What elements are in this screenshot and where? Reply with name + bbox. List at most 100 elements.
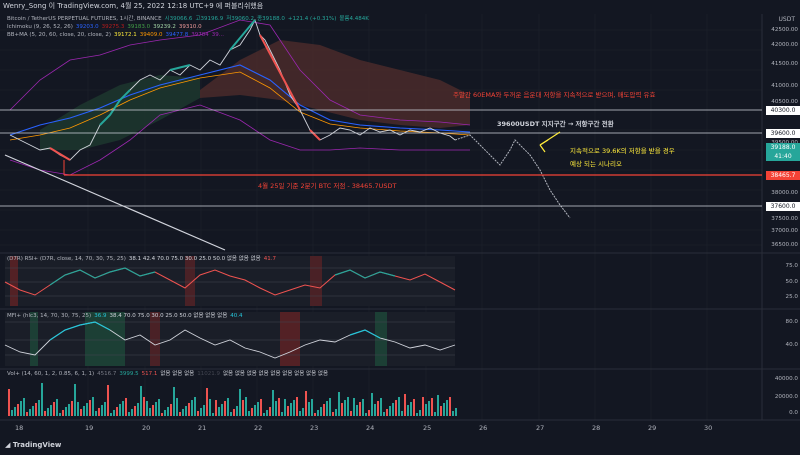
- price-mark-label: 40300.0: [766, 106, 800, 115]
- mfi-axis-label: 80.0: [785, 319, 798, 325]
- volume-bar: [377, 401, 379, 416]
- volume-bar: [47, 408, 49, 416]
- volume-bar: [56, 399, 58, 416]
- volume-bar: [320, 407, 322, 416]
- volume-pane: [8, 383, 457, 416]
- volume-bar: [71, 401, 73, 416]
- volume-bar: [395, 400, 397, 416]
- volume-bar: [161, 413, 163, 416]
- volume-bar: [83, 406, 85, 416]
- volume-bar: [347, 397, 349, 416]
- volume-bar: [107, 385, 109, 416]
- horizontal-levels[interactable]: [0, 109, 762, 207]
- volume-bar: [386, 409, 388, 416]
- bb-legend[interactable]: BB+MA (5, 20, 60, close, 20, close, 2) 39…: [7, 32, 227, 39]
- volume-bar: [113, 410, 115, 416]
- ichimoku-legend-value: 39239.2: [153, 24, 176, 30]
- currency-label: USDT: [778, 16, 796, 23]
- volume-bar: [410, 402, 412, 416]
- main-legend-value: 볼륨4.484K: [339, 16, 369, 22]
- volume-bar: [125, 398, 127, 416]
- volume-bar: [44, 411, 46, 416]
- price-mark-label: 38465.7: [766, 171, 800, 180]
- price-mark-label: 39188.0: [766, 143, 800, 152]
- rsi-axis-label: 50.0: [785, 279, 798, 285]
- volume-bar: [218, 407, 220, 416]
- date-label: 26: [479, 424, 488, 432]
- volume-bar: [197, 411, 199, 416]
- volume-bar: [62, 410, 64, 416]
- volume-bar: [431, 398, 433, 416]
- volume-bar: [365, 413, 367, 416]
- main-legend-value: 고39196.9: [195, 16, 224, 22]
- vol-legend-value: 없음 없음 없음: [160, 371, 195, 377]
- volume-bar: [182, 409, 184, 416]
- volume-bar: [20, 401, 22, 416]
- rsi-axis-label: 75.0: [785, 263, 798, 269]
- volume-bar: [104, 402, 106, 416]
- date-label: 23: [310, 424, 319, 432]
- volume-bar: [419, 410, 421, 416]
- rsi-pane: [4, 256, 456, 306]
- volume-bar: [428, 401, 430, 416]
- volume-bar: [257, 402, 259, 416]
- volume-bar: [68, 404, 70, 416]
- vol-legend[interactable]: Vol+ (14, 60, 1, 2, 0.85, 6, 1, 1) 4516.7…: [7, 371, 331, 378]
- volume-bar: [425, 404, 427, 416]
- volume-bar: [434, 412, 436, 416]
- volume-bar: [11, 410, 13, 416]
- volume-bar: [356, 405, 358, 416]
- rsi-axis-label: 25.0: [785, 294, 798, 300]
- volume-bar: [38, 400, 40, 416]
- volume-bar: [374, 404, 376, 416]
- volume-bar: [317, 410, 319, 416]
- volume-bar: [23, 398, 25, 416]
- volume-bar: [89, 400, 91, 416]
- volume-bar: [227, 398, 229, 416]
- tradingview-logo[interactable]: ◢ TradingView: [5, 441, 61, 449]
- pane-separators[interactable]: [0, 14, 800, 421]
- volume-bar: [362, 399, 364, 416]
- volume-bar: [230, 412, 232, 416]
- volume-bar: [17, 404, 19, 416]
- date-label: 18: [15, 424, 24, 432]
- volume-bar: [65, 407, 67, 416]
- volume-bar: [119, 404, 121, 416]
- volume-bar: [305, 391, 307, 416]
- volume-bar: [26, 412, 28, 416]
- vol-legend-value: 11021.9: [197, 371, 220, 377]
- price-mark-label: 41:40: [766, 152, 800, 161]
- date-label: 27: [536, 424, 545, 432]
- volume-bar: [152, 405, 154, 416]
- rsi-legend-value: (D7R) RSI+ (D7R, close, 14, 70, 30, 75, …: [7, 256, 126, 262]
- volume-bar: [392, 403, 394, 416]
- volume-bar: [245, 397, 247, 416]
- volume-bar: [188, 403, 190, 416]
- volume-bar: [269, 407, 271, 416]
- vol-axis-label: 40000.0: [774, 376, 798, 382]
- volume-bar: [158, 399, 160, 416]
- mfi-legend[interactable]: MFI+ (hlc3, 14, 70, 30, 75, 25) 36.9 38.4 …: [7, 313, 246, 320]
- date-label: 24: [366, 424, 375, 432]
- volume-bar: [77, 402, 79, 416]
- volume-bar: [140, 386, 142, 416]
- volume-bar: [122, 401, 124, 416]
- ichimoku-legend[interactable]: Ichimoku (9, 26, 52, 26) 39203.0 39275.3 39…: [7, 24, 205, 31]
- main-legend[interactable]: Bitcoin / TetherUS PERPETUAL FUTURES, 1시…: [7, 16, 372, 23]
- trendline[interactable]: [4, 154, 226, 251]
- volume-bar: [353, 398, 355, 416]
- volume-bar: [221, 404, 223, 416]
- price-axis-label: 37000.00: [771, 228, 798, 234]
- volume-bar: [149, 408, 151, 416]
- volume-bar: [266, 410, 268, 416]
- volume-bar: [452, 411, 454, 416]
- rsi-legend[interactable]: (D7R) RSI+ (D7R, close, 14, 70, 30, 75, …: [7, 256, 279, 263]
- volume-bar: [236, 406, 238, 416]
- volume-bar: [422, 397, 424, 416]
- vol-legend-value: 3999.5: [119, 371, 139, 377]
- volume-bar: [92, 397, 94, 416]
- vol-legend-value: Vol+ (14, 60, 1, 2, 0.85, 6, 1, 1): [7, 371, 95, 377]
- volume-bar: [359, 402, 361, 416]
- volume-bar: [281, 412, 283, 416]
